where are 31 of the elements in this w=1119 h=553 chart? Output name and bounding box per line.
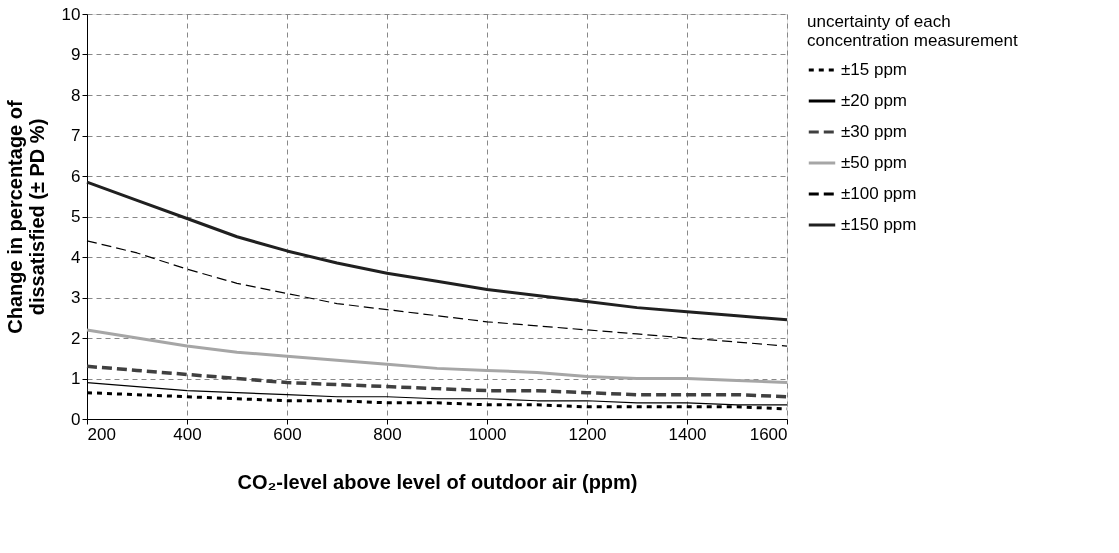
legend-label: ±100 ppm bbox=[841, 184, 917, 203]
y-tick-label: 1 bbox=[71, 369, 81, 388]
y-tick-label: 6 bbox=[71, 166, 81, 186]
y-axis-title: Change in percentage of dissatisfied (± PD %) bbox=[3, 99, 48, 334]
y-tick-label: 7 bbox=[71, 126, 81, 145]
line-series bbox=[85, 328, 789, 385]
y-tick-label: 8 bbox=[71, 85, 81, 105]
x-tick-label: 600 bbox=[273, 424, 302, 444]
y-tick-label: 0 bbox=[71, 409, 81, 429]
legend-label: ±50 ppm bbox=[841, 153, 908, 172]
y-tick-label: 10 bbox=[61, 4, 81, 24]
legend-label: ±150 ppm bbox=[841, 215, 917, 234]
x-tick-label: 1000 bbox=[468, 424, 507, 444]
x-axis-title: CO₂-level above level of outdoor air (ppm) bbox=[237, 470, 638, 493]
legend-label: ±15 ppm bbox=[841, 60, 908, 79]
y-tick-label: 3 bbox=[71, 288, 81, 307]
x-tick-label: 200 bbox=[87, 424, 116, 444]
y-tick-label: 4 bbox=[71, 247, 81, 267]
line-series bbox=[85, 364, 789, 399]
x-tick-label: 1400 bbox=[668, 424, 707, 444]
x-tick-label: 800 bbox=[373, 424, 402, 444]
line-series bbox=[85, 180, 789, 322]
x-tick-label: 400 bbox=[173, 424, 202, 444]
y-tick-label: 2 bbox=[71, 328, 81, 348]
y-tick-label: 5 bbox=[71, 207, 81, 226]
legend-title: uncertainty of each concentration measurement bbox=[807, 12, 1018, 50]
x-tick-label: 1600 bbox=[749, 424, 788, 444]
x-tick-label: 1200 bbox=[568, 424, 607, 444]
legend-label: ±20 ppm bbox=[841, 91, 908, 110]
legend-label: ±30 ppm bbox=[841, 122, 908, 141]
y-tick-label: 9 bbox=[71, 45, 81, 64]
